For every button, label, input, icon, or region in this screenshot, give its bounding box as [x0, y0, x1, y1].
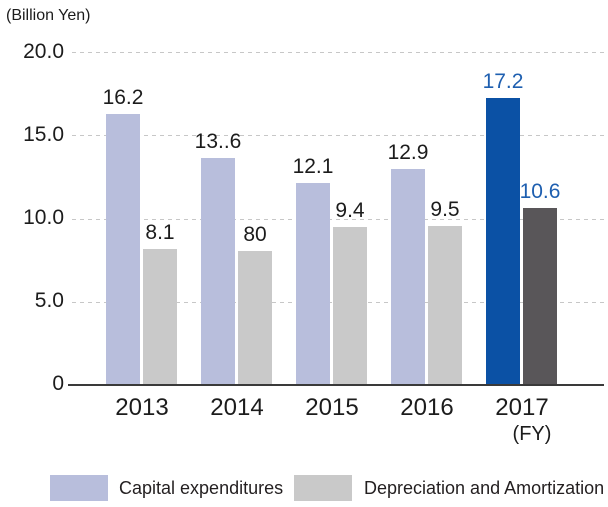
value-label-2016-capital-expenditures: 12.9 — [387, 141, 429, 164]
value-label-2017-depreciation-amortization: 10.6 — [519, 180, 561, 203]
value-label-2014-capital-expenditures: 13..6 — [194, 130, 242, 153]
bar-2016-capital-expenditures — [391, 169, 425, 384]
gridline-10 — [72, 218, 604, 220]
legend: Capital expenditures Depreciation and Am… — [0, 475, 608, 502]
value-label-2016-depreciation-amortization: 9.5 — [430, 198, 460, 221]
x-tick-label-2015: 2015 — [305, 394, 359, 421]
bar-2014-depreciation-amortization — [238, 251, 272, 384]
y-tick-label: 10.0 — [23, 206, 64, 229]
value-label-2013-depreciation-amortization: 8.1 — [145, 221, 175, 244]
y-tick-label: 20.0 — [23, 40, 64, 63]
legend-swatch-depreciation-amortization — [294, 475, 352, 501]
legend-label-capital-expenditures: Capital expenditures — [119, 478, 284, 498]
y-tick-label: 0 — [52, 372, 64, 395]
y-tick-label: 5.0 — [34, 289, 64, 312]
value-label-2015-depreciation-amortization: 9.4 — [335, 199, 365, 222]
x-tick-label-2014: 2014 — [210, 394, 264, 421]
gridline-20 — [72, 52, 604, 53]
bar-2013-depreciation-amortization — [143, 249, 177, 384]
x-tick-label-2016: 2016 — [400, 394, 454, 421]
plot-area: 16.2 8.1 13..6 80 12.1 9.4 12.9 9.5 17.2 10.6 — [68, 52, 604, 386]
fiscal-year-label: (FY) — [512, 423, 552, 445]
x-axis-line — [68, 384, 604, 386]
bar-2013-capital-expenditures — [106, 114, 140, 384]
value-label-2013-capital-expenditures: 16.2 — [102, 86, 144, 109]
bar-2017-depreciation-amortization — [523, 208, 557, 384]
bar-2015-depreciation-amortization — [333, 227, 367, 384]
bar-2017-capital-expenditures — [486, 98, 520, 384]
gridline-15 — [72, 135, 604, 137]
bar-2014-capital-expenditures — [201, 158, 235, 384]
x-tick-label-2013: 2013 — [115, 394, 169, 421]
value-label-2017-capital-expenditures: 17.2 — [482, 70, 524, 93]
axis-unit-label: (Billion Yen) — [6, 7, 91, 24]
x-tick-label-2017: 2017 — [495, 394, 549, 421]
bar-2016-depreciation-amortization — [428, 226, 462, 384]
legend-label-depreciation-amortization: Depreciation and Amortization — [364, 478, 605, 498]
value-label-2014-depreciation-amortization: 80 — [243, 223, 267, 246]
y-tick-label: 15.0 — [23, 123, 64, 146]
bar-2015-capital-expenditures — [296, 183, 330, 384]
value-label-2015-capital-expenditures: 12.1 — [292, 155, 334, 178]
legend-swatch-capital-expenditures — [50, 475, 108, 501]
